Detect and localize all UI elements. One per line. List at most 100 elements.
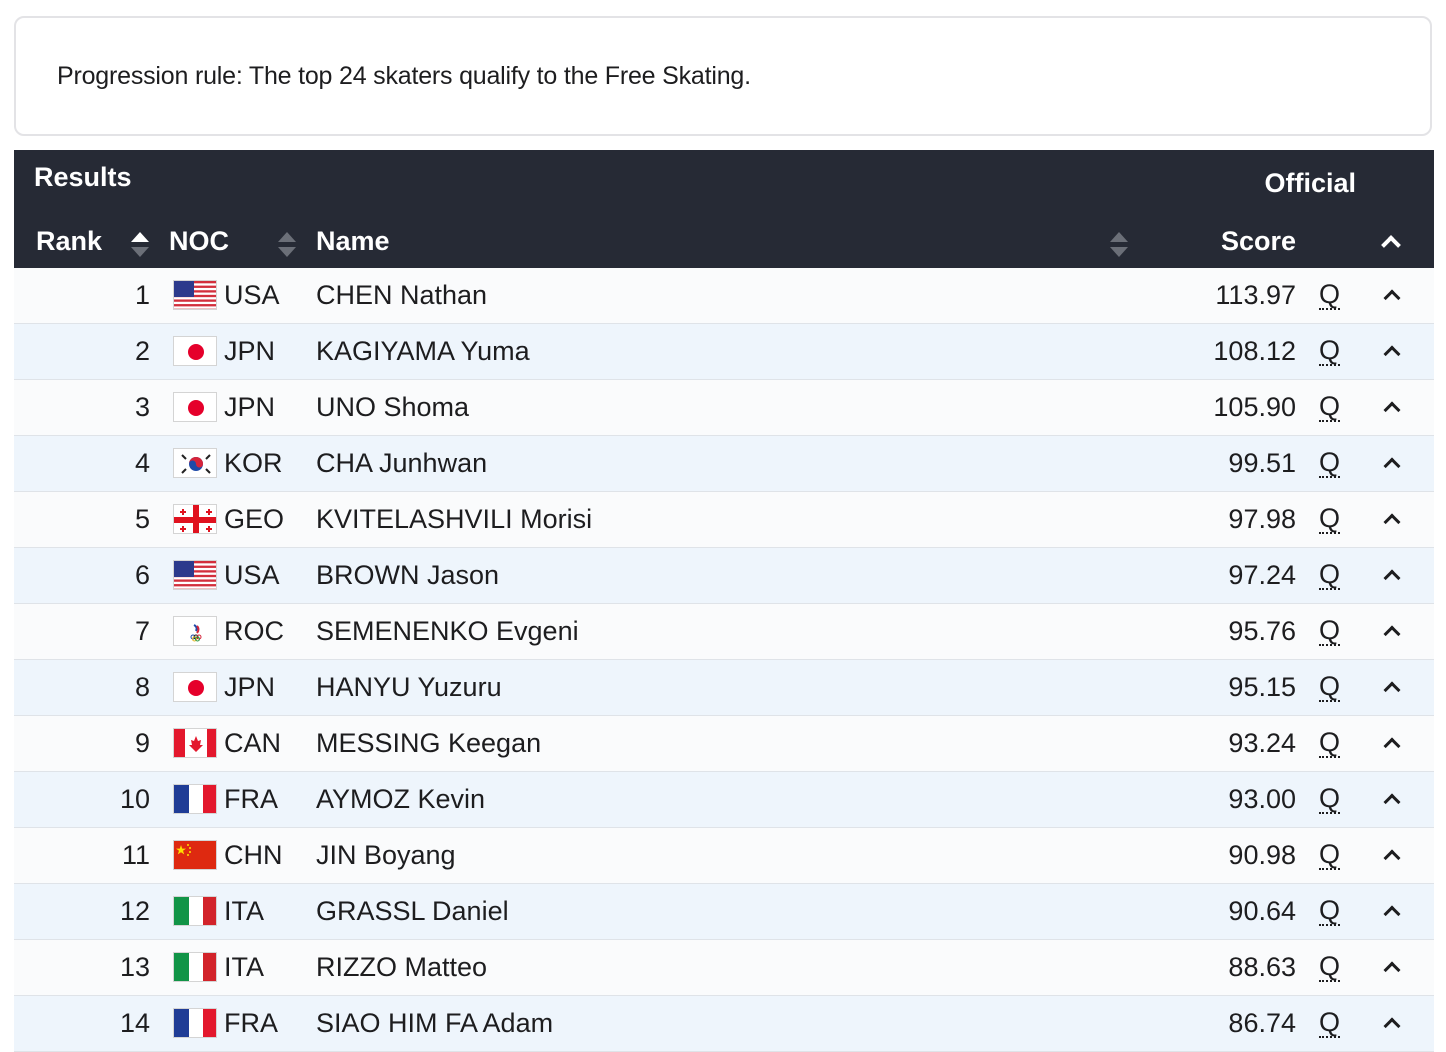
table-row[interactable]: 2 JPN KAGIYAMA Yuma 108.12 Q	[14, 324, 1434, 380]
collapse-row-chevron-icon[interactable]	[1383, 457, 1401, 475]
column-header-name[interactable]: Name	[316, 226, 390, 256]
rank-value: 7	[134, 616, 150, 646]
collapse-row-chevron-icon[interactable]	[1383, 345, 1401, 363]
table-row[interactable]: 11 CHN JIN Boyang 90.98 Q	[14, 828, 1434, 884]
table-row[interactable]: 14 FRA SIAO HIM FA Adam 86.74 Q	[14, 996, 1434, 1052]
noc-code: JPN	[224, 392, 276, 422]
athlete-name[interactable]: SIAO HIM FA Adam	[316, 1008, 554, 1038]
noc-code: JPN	[224, 336, 276, 366]
results-title: Results	[34, 162, 132, 192]
qualified-marker[interactable]: Q	[1319, 335, 1341, 366]
collapse-row-chevron-icon[interactable]	[1383, 513, 1401, 531]
athlete-name[interactable]: MESSING Keegan	[316, 728, 542, 758]
usa-flag-icon	[173, 560, 217, 590]
score-value: 105.90	[1213, 392, 1296, 422]
progression-rule-box: Progression rule: The top 24 skaters qua…	[14, 16, 1432, 136]
noc-code: ITA	[224, 952, 264, 982]
table-row[interactable]: 1 USA CHEN Nathan 113.97 Q	[14, 268, 1434, 324]
table-row[interactable]: 10 FRA AYMOZ Kevin 93.00 Q	[14, 772, 1434, 828]
column-header-rank[interactable]: Rank	[36, 226, 103, 256]
athlete-name[interactable]: UNO Shoma	[316, 392, 470, 422]
jpn-flag-icon	[173, 672, 217, 702]
score-value: 97.24	[1228, 560, 1296, 590]
qualified-marker[interactable]: Q	[1319, 447, 1341, 478]
table-row[interactable]: 5 GEO KVITELASHVILI Morisi 97.98 Q	[14, 492, 1434, 548]
rank-value: 9	[134, 728, 150, 758]
collapse-row-chevron-icon[interactable]	[1383, 793, 1401, 811]
qualified-marker[interactable]: Q	[1319, 615, 1341, 646]
collapse-row-chevron-icon[interactable]	[1383, 905, 1401, 923]
jpn-flag-icon	[173, 392, 217, 422]
qualified-marker[interactable]: Q	[1319, 951, 1341, 982]
collapse-all-chevron-icon[interactable]	[1381, 235, 1401, 255]
collapse-row-chevron-icon[interactable]	[1383, 961, 1401, 979]
qualified-marker[interactable]: Q	[1319, 1007, 1341, 1038]
noc-code: CHN	[224, 840, 283, 870]
qualified-marker[interactable]: Q	[1319, 727, 1341, 758]
can-flag-icon	[173, 728, 217, 758]
collapse-row-chevron-icon[interactable]	[1383, 1017, 1401, 1035]
noc-code: FRA	[224, 784, 278, 814]
rank-value: 13	[119, 952, 150, 982]
column-header-noc[interactable]: NOC	[169, 226, 229, 256]
table-row[interactable]: 13 ITA RIZZO Matteo 88.63 Q	[14, 940, 1434, 996]
table-row[interactable]: 4 KOR CHA Junhwan 99.51 Q	[14, 436, 1434, 492]
athlete-name[interactable]: HANYU Yuzuru	[316, 672, 502, 702]
score-value: 95.15	[1228, 672, 1296, 702]
collapse-row-chevron-icon[interactable]	[1383, 401, 1401, 419]
collapse-row-chevron-icon[interactable]	[1383, 849, 1401, 867]
qualified-marker[interactable]: Q	[1319, 839, 1341, 870]
qualified-marker[interactable]: Q	[1319, 671, 1341, 702]
fra-flag-icon	[173, 1008, 217, 1038]
qualified-marker[interactable]: Q	[1319, 895, 1341, 926]
table-row[interactable]: 6 USA BROWN Jason 97.24 Q	[14, 548, 1434, 604]
athlete-name[interactable]: JIN Boyang	[316, 840, 456, 870]
results-header: Results Official Rank NOC Name Score	[14, 150, 1434, 268]
score-value: 93.00	[1228, 784, 1296, 814]
collapse-row-chevron-icon[interactable]	[1383, 681, 1401, 699]
rank-value: 14	[119, 1008, 150, 1038]
rank-value: 4	[134, 448, 150, 478]
noc-code: ITA	[224, 896, 264, 926]
progression-rule-text: Progression rule: The top 24 skaters qua…	[57, 62, 751, 90]
column-header-score[interactable]: Score	[1220, 226, 1296, 256]
table-row[interactable]: 9 CAN MESSING Keegan 93.24 Q	[14, 716, 1434, 772]
score-value: 93.24	[1228, 728, 1296, 758]
athlete-name[interactable]: KVITELASHVILI Morisi	[316, 504, 593, 534]
athlete-name[interactable]: SEMENENKO Evgeni	[316, 616, 579, 646]
table-row[interactable]: 3 JPN UNO Shoma 105.90 Q	[14, 380, 1434, 436]
sort-rank-icon[interactable]	[131, 232, 149, 260]
rank-value: 2	[134, 336, 150, 366]
noc-code: JPN	[224, 672, 276, 702]
athlete-name[interactable]: CHA Junhwan	[316, 448, 488, 478]
rank-value: 3	[134, 392, 150, 422]
athlete-name[interactable]: CHEN Nathan	[316, 280, 488, 310]
qualified-marker[interactable]: Q	[1319, 503, 1341, 534]
noc-code: ROC	[224, 616, 284, 646]
table-row[interactable]: 8 JPN HANYU Yuzuru 95.15 Q	[14, 660, 1434, 716]
rank-value: 5	[134, 504, 150, 534]
rank-value: 11	[121, 840, 150, 870]
table-row[interactable]: 7 ROC SEMENENKO Evgeni 95.76 Q	[14, 604, 1434, 660]
athlete-name[interactable]: GRASSL Daniel	[316, 896, 509, 926]
qualified-marker[interactable]: Q	[1319, 559, 1341, 590]
score-value: 99.51	[1228, 448, 1296, 478]
sort-name-icon[interactable]	[1110, 232, 1128, 260]
collapse-row-chevron-icon[interactable]	[1383, 625, 1401, 643]
ita-flag-icon	[173, 952, 217, 982]
qualified-marker[interactable]: Q	[1319, 783, 1341, 814]
noc-code: KOR	[224, 448, 283, 478]
collapse-row-chevron-icon[interactable]	[1383, 569, 1401, 587]
athlete-name[interactable]: KAGIYAMA Yuma	[316, 336, 530, 366]
athlete-name[interactable]: RIZZO Matteo	[316, 952, 488, 982]
athlete-name[interactable]: AYMOZ Kevin	[316, 784, 486, 814]
sort-noc-icon[interactable]	[278, 232, 296, 260]
usa-flag-icon	[173, 280, 217, 310]
table-row[interactable]: 12 ITA GRASSL Daniel 90.64 Q	[14, 884, 1434, 940]
qualified-marker[interactable]: Q	[1319, 279, 1341, 310]
collapse-row-chevron-icon[interactable]	[1383, 289, 1401, 307]
collapse-row-chevron-icon[interactable]	[1383, 737, 1401, 755]
qualified-marker[interactable]: Q	[1319, 391, 1341, 422]
athlete-name[interactable]: BROWN Jason	[316, 560, 500, 590]
noc-code: USA	[224, 560, 280, 590]
